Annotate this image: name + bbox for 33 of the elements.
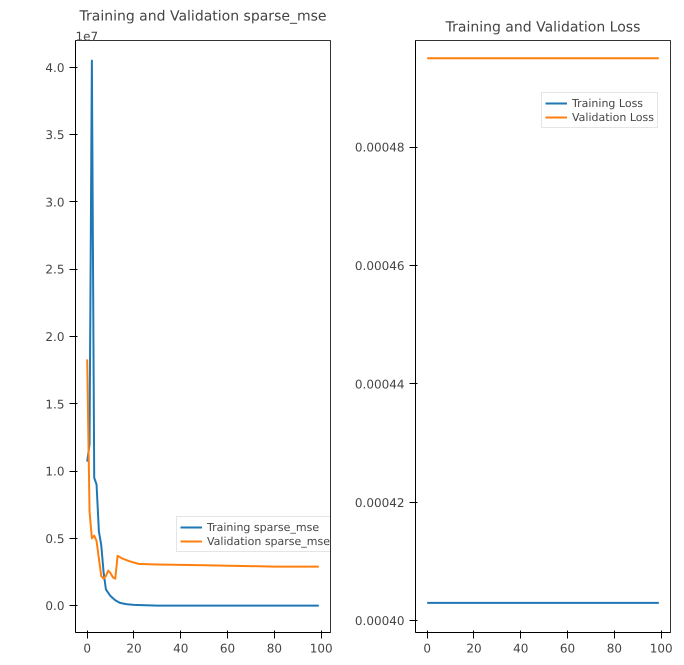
y-tick-label: 0.00044 — [354, 377, 404, 392]
x-tick-label: 100 — [310, 642, 333, 656]
annotation: 1e7 — [76, 30, 98, 44]
legend-label: Validation sparse_mse — [207, 534, 330, 548]
legend-label: Validation Loss — [572, 110, 654, 124]
y-tick-label: 0.5 — [45, 532, 65, 546]
y-tick-label: 0.00046 — [354, 258, 404, 273]
x-tick-label: 60 — [220, 642, 236, 656]
y-tick-label: 2.5 — [45, 262, 65, 277]
y-tick-label: 0.00042 — [354, 496, 404, 510]
chart-title: Training and Validation sparse_mse — [78, 8, 327, 24]
x-tick-label: 0 — [83, 642, 92, 656]
x-tick-label: 100 — [650, 642, 673, 656]
x-tick-label: 0 — [423, 642, 432, 656]
y-tick-label: 4.0 — [45, 60, 65, 75]
chart-title: Training and Validation Loss — [444, 20, 640, 36]
y-tick-label: 1.5 — [45, 397, 65, 412]
y-tick-label: 1.0 — [45, 464, 65, 479]
x-tick-label: 60 — [560, 642, 576, 656]
legend-label: Training sparse_mse — [207, 520, 320, 534]
x-tick-label: 80 — [606, 642, 622, 656]
y-tick-label: 0.00048 — [354, 140, 404, 155]
x-tick-label: 20 — [126, 642, 142, 656]
x-tick-label: 20 — [466, 642, 482, 656]
x-tick-label: 80 — [266, 642, 282, 656]
y-tick-label: 2.0 — [45, 330, 65, 344]
y-tick-label: 3.0 — [45, 195, 65, 210]
x-tick-label: 40 — [173, 642, 188, 656]
y-tick-label: 3.5 — [45, 128, 65, 142]
y-tick-label: 0.0 — [45, 599, 65, 614]
legend-label: Training Loss — [572, 96, 644, 110]
y-tick-label: 0.00040 — [354, 614, 404, 628]
x-tick-label: 40 — [513, 642, 528, 656]
